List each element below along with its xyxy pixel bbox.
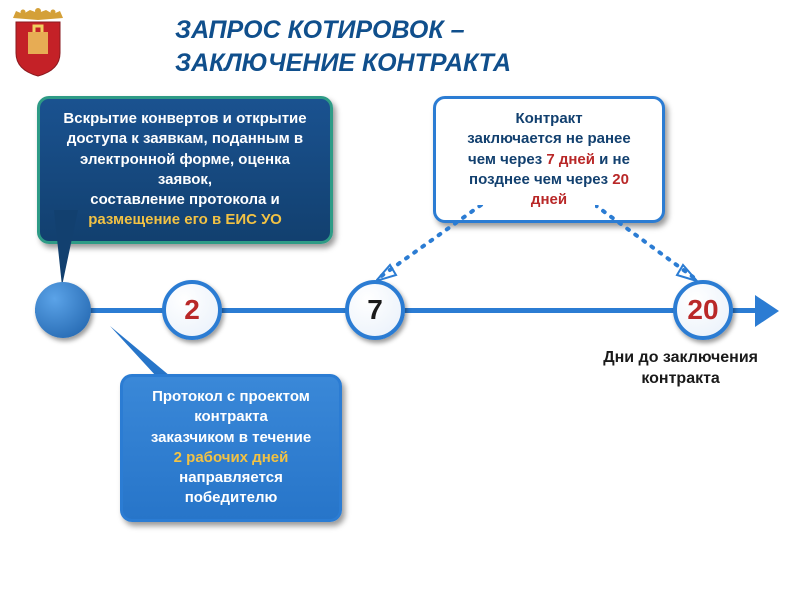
timeline-node-7: 7 (345, 280, 405, 340)
callout-opening-pointer-icon (48, 210, 84, 286)
callout-protocol: Протокол с проектом контракта заказчиком… (120, 374, 342, 522)
page-title: ЗАПРОС КОТИРОВОК – ЗАКЛЮЧЕНИЕ КОНТРАКТА (175, 14, 511, 79)
callout-opening-text: Вскрытие конвертов и открытие доступа к … (54, 109, 316, 231)
title-line2: ЗАКЛЮЧЕНИЕ КОНТРАКТА (175, 47, 511, 80)
callout-protocol-pointer-icon (108, 326, 170, 380)
slide: ЗАПРОС КОТИРОВОК – ЗАКЛЮЧЕНИЕ КОНТРАКТА … (0, 0, 800, 600)
callout-protocol-text: Протокол с проектом контракта заказчиком… (137, 387, 325, 509)
dotted-connector-7-icon (376, 205, 486, 283)
title-line1: ЗАПРОС КОТИРОВОК – (175, 14, 511, 47)
axis-label: Дни до заключения контракта (603, 348, 758, 390)
timeline-node-20: 20 (673, 280, 733, 340)
callout-opening-highlight: размещение его в ЕИС УО (88, 211, 282, 228)
callout-contract-text: Контракт заключается не ранее чем через … (450, 109, 648, 210)
timeline-node-2: 2 (162, 280, 222, 340)
dotted-connector-20-icon (595, 205, 700, 283)
emblem-icon (8, 8, 68, 78)
timeline-node-start (35, 282, 91, 338)
callout-protocol-highlight: 2 рабочих дней (174, 449, 289, 466)
timeline-arrow-icon (755, 295, 779, 327)
